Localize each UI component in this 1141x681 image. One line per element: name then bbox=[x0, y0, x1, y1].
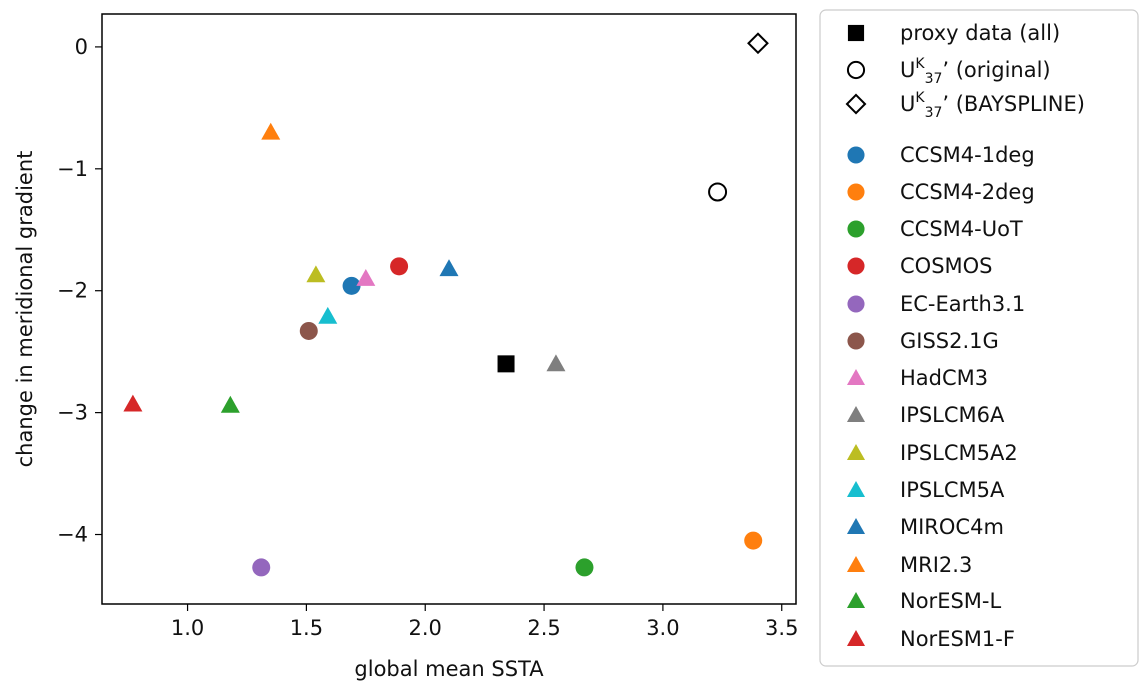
legend-label: MIROC4m bbox=[900, 515, 1004, 539]
legend-item-giss2-1g: GISS2.1G bbox=[847, 329, 999, 353]
y-tick-label: −4 bbox=[57, 523, 88, 547]
legend-item-mri2-3: MRI2.3 bbox=[846, 553, 972, 577]
plot-area bbox=[101, 13, 797, 605]
legend-marker bbox=[847, 332, 865, 350]
legend-item-ipslcm5a: IPSLCM5A bbox=[846, 478, 1005, 502]
legend-label: EC-Earth3.1 bbox=[900, 292, 1025, 316]
legend-marker bbox=[846, 591, 866, 609]
legend-item-cosmos: COSMOS bbox=[847, 254, 993, 278]
x-tick-label: 3.0 bbox=[646, 616, 679, 640]
point-ec-earth3-1 bbox=[252, 558, 271, 577]
legend-item-proxy-data-all: proxy data (all) bbox=[847, 21, 1060, 45]
x-axis-ticks: 1.0 1.5 2.0 2.5 3.0 3.5 bbox=[171, 604, 798, 640]
y-tick-label: 0 bbox=[75, 35, 88, 59]
point-ccsm4-2deg bbox=[744, 531, 763, 550]
legend-item-ccsm4-uot: CCSM4-UoT bbox=[847, 217, 1023, 241]
point-ipslcm5a2 bbox=[306, 265, 326, 283]
legend-box bbox=[819, 9, 1139, 667]
point-giss2-1g bbox=[299, 321, 318, 340]
legend-marker bbox=[845, 93, 867, 115]
legend-marker bbox=[847, 183, 865, 201]
legend-label: IPSLCM6A bbox=[900, 403, 1005, 427]
point-ccsm4-1deg bbox=[342, 276, 361, 295]
point-u-37-original bbox=[708, 182, 728, 202]
legend-item-noresm1-f: NorESM1-F bbox=[846, 627, 1015, 651]
point-cosmos bbox=[390, 257, 409, 276]
legend-marker bbox=[847, 146, 865, 164]
point-noresm-l bbox=[220, 395, 240, 413]
point-ccsm4-uot bbox=[575, 558, 594, 577]
legend-item-u-37-bayspline: UK37’ (BAYSPLINE) bbox=[845, 90, 1085, 121]
point-noresm1-f bbox=[123, 394, 143, 412]
legend-label: COSMOS bbox=[900, 254, 993, 278]
x-tick-label: 2.5 bbox=[527, 616, 560, 640]
legend-marker bbox=[846, 555, 866, 573]
point-u-37-bayspline bbox=[747, 32, 769, 55]
y-tick-label: −2 bbox=[57, 279, 88, 303]
x-tick-label: 1.5 bbox=[290, 616, 323, 640]
legend-marker bbox=[846, 405, 866, 423]
legend-label: IPSLCM5A2 bbox=[900, 441, 1018, 465]
legend-marker bbox=[846, 629, 866, 647]
point-proxy-data-all bbox=[497, 355, 515, 373]
x-tick-label: 2.0 bbox=[409, 616, 442, 640]
legend-marker bbox=[847, 24, 865, 42]
legend-marker bbox=[847, 220, 865, 238]
legend-label: NorESM-L bbox=[900, 589, 1001, 613]
legend-label: NorESM1-F bbox=[900, 627, 1015, 651]
legend-item-ipslcm6a: IPSLCM6A bbox=[846, 403, 1005, 427]
legend-marker bbox=[846, 443, 866, 461]
legend-item-ipslcm5a2: IPSLCM5A2 bbox=[846, 441, 1018, 465]
legend-marker bbox=[846, 368, 866, 386]
legend-label: UK37’ (BAYSPLINE) bbox=[900, 90, 1085, 121]
y-axis-ticks: 0 −1 −2 −3 −4 bbox=[57, 35, 102, 547]
legend-item-noresm-l: NorESM-L bbox=[846, 589, 1001, 613]
legend-label: HadCM3 bbox=[900, 366, 988, 390]
y-tick-label: −1 bbox=[57, 157, 88, 181]
x-tick-label: 1.0 bbox=[171, 616, 204, 640]
legend-marker bbox=[847, 295, 865, 313]
x-axis-label: global mean SSTA bbox=[354, 657, 544, 681]
data-points bbox=[123, 32, 769, 577]
legend-item-miroc4m: MIROC4m bbox=[846, 515, 1004, 539]
legend-item-hadcm3: HadCM3 bbox=[846, 366, 988, 390]
legend-marker bbox=[846, 480, 866, 498]
point-hadcm3 bbox=[356, 269, 376, 286]
y-tick-label: −3 bbox=[57, 401, 88, 425]
legend-label: CCSM4-UoT bbox=[900, 217, 1023, 241]
legend-marker bbox=[847, 257, 865, 275]
legend-label: MRI2.3 bbox=[900, 553, 972, 577]
y-axis-label: change in meridional gradient bbox=[13, 151, 37, 468]
legend-item-ccsm4-1deg: CCSM4-1deg bbox=[847, 143, 1035, 167]
legend-label: CCSM4-1deg bbox=[900, 143, 1035, 167]
legend-marker bbox=[846, 60, 866, 80]
legend-label: proxy data (all) bbox=[900, 21, 1060, 45]
legend-item-ec-earth3-1: EC-Earth3.1 bbox=[847, 292, 1025, 316]
legend-marker bbox=[846, 517, 866, 535]
x-tick-label: 3.5 bbox=[765, 616, 798, 640]
legend-label: CCSM4-2deg bbox=[900, 180, 1035, 204]
point-ipslcm5a bbox=[318, 306, 338, 324]
point-ipslcm6a bbox=[546, 354, 566, 372]
legend-item-ccsm4-2deg: CCSM4-2deg bbox=[847, 180, 1035, 204]
legend-label: GISS2.1G bbox=[900, 329, 999, 353]
legend-label: IPSLCM5A bbox=[900, 478, 1005, 502]
point-miroc4m bbox=[439, 259, 459, 277]
legend: proxy data (all)UK37’ (original)UK37’ (B… bbox=[845, 21, 1085, 651]
point-mri2-3 bbox=[261, 122, 281, 140]
